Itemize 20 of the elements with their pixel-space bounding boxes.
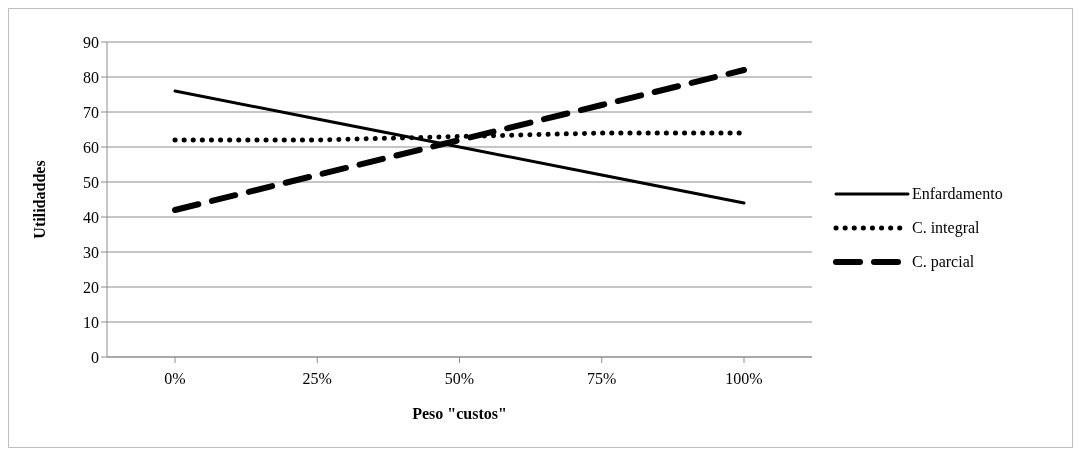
legend-label: Enfardamento	[912, 185, 1003, 203]
y-tick-label: 70	[83, 103, 99, 121]
y-tick-label: 90	[83, 33, 99, 51]
y-tick-label: 20	[83, 278, 99, 296]
x-tick-label: 0%	[164, 370, 186, 388]
y-tick-label: 30	[83, 243, 99, 261]
y-tick-label: 50	[83, 173, 99, 191]
x-tick-label: 100%	[725, 370, 763, 388]
legend-label: C. integral	[912, 219, 980, 237]
y-tick-label: 0	[91, 348, 99, 366]
y-axis-title: Utilidaddes	[30, 160, 48, 239]
y-tick-label: 10	[83, 313, 99, 331]
y-tick-label: 40	[83, 208, 99, 226]
x-tick-label: 75%	[587, 370, 617, 388]
y-tick-label: 60	[83, 138, 99, 156]
legend-label: C. parcial	[912, 253, 975, 271]
x-axis-title: Peso "custos"	[412, 405, 507, 422]
y-tick-label: 80	[83, 68, 99, 86]
x-tick-label: 25%	[302, 370, 332, 388]
x-tick-label: 50%	[444, 370, 475, 388]
